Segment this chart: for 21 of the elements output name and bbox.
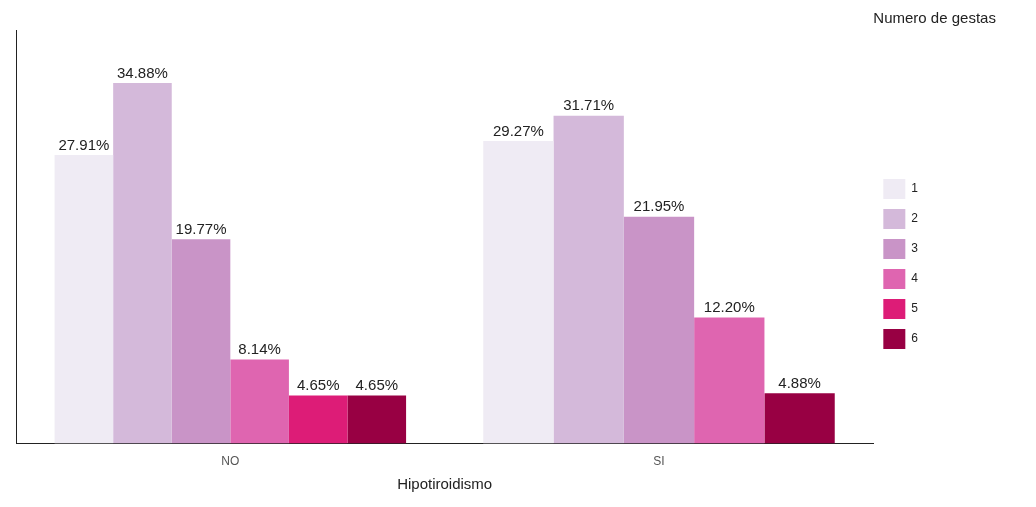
legend-label: 6 [911,331,919,346]
x-axis-title: Hipotiroidismo [397,475,493,493]
data-label: 21.95% [633,197,685,215]
data-label: 27.91% [58,135,110,153]
x-tick-label: SI [653,454,665,469]
data-label: 19.77% [175,219,227,237]
data-label: 8.14% [238,340,281,358]
data-label: 31.71% [563,96,615,114]
legend-title: Numero de gestas [873,8,996,26]
x-tick-label: NO [221,454,240,469]
legend-label: 3 [911,241,919,256]
data-label: 4.65% [355,376,399,394]
data-label: 4.65% [296,376,340,394]
legend-label: 2 [911,211,919,226]
legend-label: 4 [911,271,919,286]
data-label: 29.27% [492,121,544,139]
data-label: 34.88% [117,63,168,81]
legend-label: 5 [911,301,919,316]
data-label: 12.20% [703,298,755,316]
data-label: 4.88% [778,373,821,391]
legend-label: 1 [911,181,919,196]
